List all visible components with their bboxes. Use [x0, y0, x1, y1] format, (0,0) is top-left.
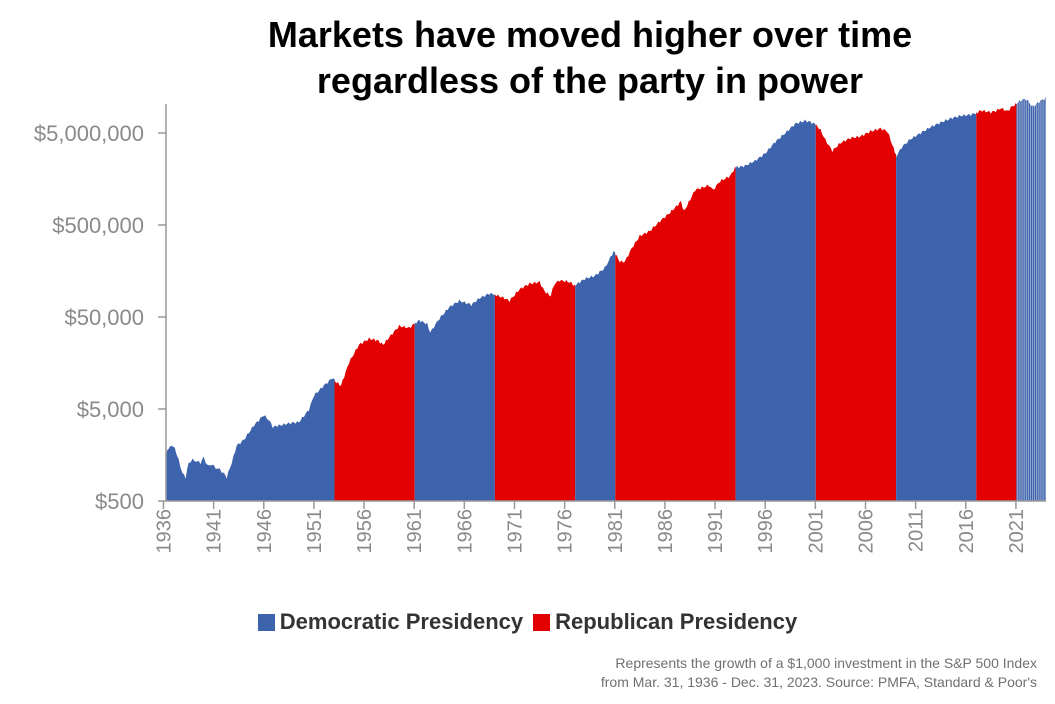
x-tick-label: 1936: [153, 509, 175, 554]
x-tick-label: 2011: [906, 509, 928, 552]
y-axis-ticks: $500 $5,000 $50,000 $500,000 $5,000,000: [34, 121, 166, 514]
y-tick-label: $500,000: [52, 213, 144, 238]
source-footnote: Represents the growth of a $1,000 invest…: [601, 654, 1037, 692]
x-tick-label: 1996: [755, 509, 777, 554]
y-tick-label: $5,000: [77, 397, 144, 422]
presidency-band-republican-7: [815, 124, 897, 501]
legend-swatch-democratic: [257, 613, 275, 631]
footnote-line-1: Represents the growth of a $1,000 invest…: [615, 655, 1037, 671]
x-axis-ticks: 1936 1941 1946 1951 1956 1961 1966 1971 1976 1981…: [153, 501, 1028, 554]
chart-title: Markets have moved higher over time rega…: [130, 12, 1050, 104]
footnote-line-2: from Mar. 31, 1936 - Dec. 31, 2023. Sour…: [600, 674, 1037, 690]
presidency-band-democratic-8: [896, 111, 977, 501]
x-tick-label: 1971: [504, 509, 526, 554]
y-tick-label: $500: [95, 489, 144, 514]
x-tick-label: 1976: [555, 509, 577, 554]
y-tick-label: $50,000: [64, 305, 144, 330]
presidency-band-republican-9: [976, 102, 1017, 501]
x-tick-label: 1941: [204, 509, 226, 554]
growth-area-chart: $500 $5,000 $50,000 $500,000 $5,000,000 1936…: [34, 96, 1046, 554]
x-tick-label: 1956: [354, 509, 376, 554]
x-tick-label: 2021: [1006, 509, 1028, 554]
x-tick-label: 1981: [605, 509, 627, 554]
legend-item-democratic: Democratic Presidency: [257, 609, 524, 635]
presidency-band-republican-3: [494, 279, 576, 501]
legend: Democratic Presidency Republican Preside…: [0, 609, 1055, 635]
presidency-band-republican-1: [334, 323, 415, 501]
x-tick-label: 2016: [956, 509, 978, 554]
y-tick-label: $5,000,000: [34, 121, 144, 146]
presidency-band-democratic-10: [1016, 96, 1046, 501]
x-tick-label: 1946: [254, 509, 276, 554]
presidency-band-democratic-6: [735, 119, 816, 501]
presidency-band-democratic-0: [166, 378, 335, 501]
legend-swatch-republican: [533, 613, 551, 631]
presidency-band-democratic-4: [575, 250, 616, 501]
presidency-band-republican-5: [615, 166, 736, 501]
presidency-band-democratic-2: [414, 292, 495, 501]
chart-title-line-2: regardless of the party in power: [316, 60, 864, 101]
legend-item-republican: Republican Presidency: [533, 609, 797, 635]
x-tick-label: 1966: [454, 509, 476, 554]
chart-title-line-1: Markets have moved higher over time: [267, 14, 913, 55]
x-tick-label: 1961: [404, 509, 426, 554]
x-tick-label: 2001: [805, 509, 827, 554]
legend-label-republican: Republican Presidency: [555, 609, 798, 634]
x-tick-label: 2006: [855, 509, 877, 554]
x-tick-label: 1986: [655, 509, 677, 554]
legend-label-democratic: Democratic Presidency: [279, 609, 524, 634]
axes: [165, 104, 1046, 502]
x-tick-label: 1991: [705, 509, 727, 554]
x-tick-label: 1951: [304, 509, 326, 554]
presidency-bands: [166, 96, 1046, 501]
